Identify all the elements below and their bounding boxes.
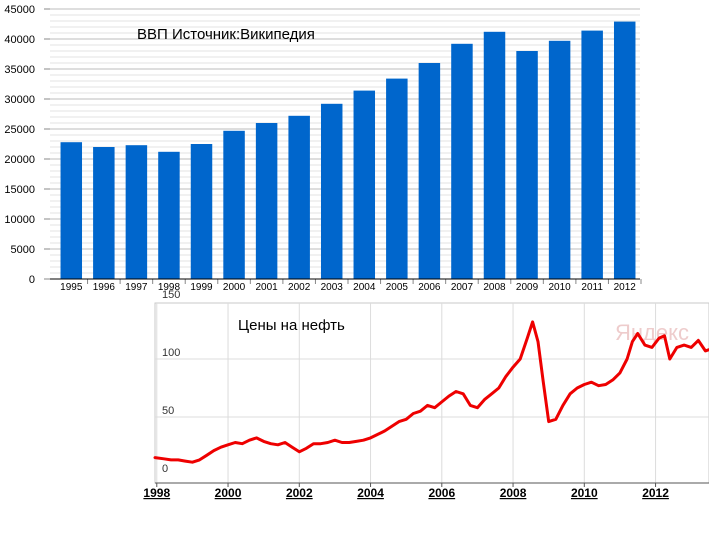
line-x-tick-label: 2006 bbox=[428, 486, 455, 500]
bar-y-tick-label: 10000 bbox=[4, 214, 35, 226]
line-x-tick-label: 2008 bbox=[500, 486, 527, 500]
yandex-watermark: Яндекс bbox=[615, 320, 689, 345]
gdp-bar-chart: 0 5000 10000 15000 20000 25000 30000 35000 40000… bbox=[4, 4, 642, 293]
bar-y-tick-label: 45000 bbox=[4, 4, 35, 16]
line-x-tick-label: 2004 bbox=[357, 486, 384, 500]
bar-x-tick-label: 2009 bbox=[516, 282, 539, 293]
bar bbox=[418, 63, 441, 279]
bar-chart-y-axis: 0 5000 10000 15000 20000 25000 30000 35000 40000… bbox=[4, 4, 50, 286]
bar bbox=[223, 130, 245, 279]
oil-price-line bbox=[153, 320, 709, 464]
bar bbox=[516, 51, 538, 279]
bar-y-tick-label: 5000 bbox=[11, 244, 35, 256]
bar bbox=[190, 144, 213, 279]
bar-x-tick-label: 1996 bbox=[93, 282, 116, 293]
bar-x-tick-label: 2002 bbox=[288, 282, 311, 293]
line-x-tick-label: 2012 bbox=[642, 486, 669, 500]
line-x-tick-label: 2002 bbox=[286, 486, 313, 500]
line-chart-frame bbox=[154, 302, 709, 484]
line-y-tick-label: 100 bbox=[162, 347, 180, 359]
bar-x-tick-label: 2005 bbox=[386, 282, 409, 293]
bar-x-tick-label: 2001 bbox=[255, 282, 278, 293]
bar-x-tick-label: 1998 bbox=[158, 282, 181, 293]
line-chart-x-axis: 1998 2000 2002 2004 2006 2008 2010 2012 bbox=[143, 483, 669, 500]
bar bbox=[60, 142, 83, 279]
oil-price-line-chart: Яндекс 0 50 100 150 1998 2000 2002 2004 2006 200… bbox=[143, 289, 709, 500]
bar-chart-gridlines bbox=[50, 8, 640, 274]
line-chart-y-axis: 0 50 100 150 bbox=[162, 289, 180, 475]
bar-y-tick-label: 15000 bbox=[4, 184, 35, 196]
line-x-tick-label: 2010 bbox=[571, 486, 598, 500]
bar-x-tick-label: 2010 bbox=[548, 282, 571, 293]
bar bbox=[451, 43, 473, 279]
bar-y-tick-label: 40000 bbox=[4, 34, 35, 46]
bar bbox=[548, 40, 571, 279]
bar bbox=[125, 145, 148, 279]
line-chart-series bbox=[153, 320, 709, 464]
line-y-tick-label: 50 bbox=[162, 405, 174, 417]
bar-chart-x-axis: 1995 1996 1997 1998 1999 2000 2001 2002 2003 2004… bbox=[60, 279, 642, 293]
bar-x-tick-label: 1995 bbox=[60, 282, 83, 293]
bar-x-tick-label: 2007 bbox=[451, 282, 474, 293]
line-x-tick-label: 1998 bbox=[143, 486, 170, 500]
bar bbox=[353, 90, 376, 279]
bar bbox=[158, 151, 180, 279]
bar-y-tick-label: 20000 bbox=[4, 154, 35, 166]
bar bbox=[483, 31, 506, 279]
bar bbox=[613, 21, 636, 279]
bar bbox=[93, 147, 115, 279]
bar-x-tick-label: 2008 bbox=[483, 282, 506, 293]
bar bbox=[320, 103, 343, 279]
bar-y-tick-label: 25000 bbox=[4, 124, 35, 136]
bar-x-tick-label: 2003 bbox=[321, 282, 344, 293]
bar-y-tick-label: 35000 bbox=[4, 64, 35, 76]
bar-x-tick-label: 2004 bbox=[353, 282, 376, 293]
line-chart-title: Цены на нефть bbox=[238, 317, 345, 334]
line-y-tick-label: 150 bbox=[162, 289, 180, 301]
bar bbox=[288, 115, 310, 279]
bar bbox=[581, 30, 603, 279]
bar-chart-bars bbox=[60, 21, 636, 279]
bar-x-tick-label: 2012 bbox=[614, 282, 637, 293]
bar-y-tick-label: 0 bbox=[29, 274, 35, 286]
bar-x-tick-label: 1997 bbox=[125, 282, 148, 293]
bar bbox=[255, 123, 278, 279]
bar bbox=[386, 78, 408, 279]
line-y-tick-label: 0 bbox=[162, 463, 168, 475]
bar-x-tick-label: 2006 bbox=[418, 282, 441, 293]
bar-x-tick-label: 1999 bbox=[190, 282, 213, 293]
bar-y-tick-label: 30000 bbox=[4, 94, 35, 106]
bar-x-tick-label: 2000 bbox=[223, 282, 246, 293]
line-x-tick-label: 2000 bbox=[215, 486, 242, 500]
bar-chart-title: ВВП Источник:Википедия bbox=[137, 26, 315, 43]
bar-x-tick-label: 2011 bbox=[581, 282, 603, 293]
